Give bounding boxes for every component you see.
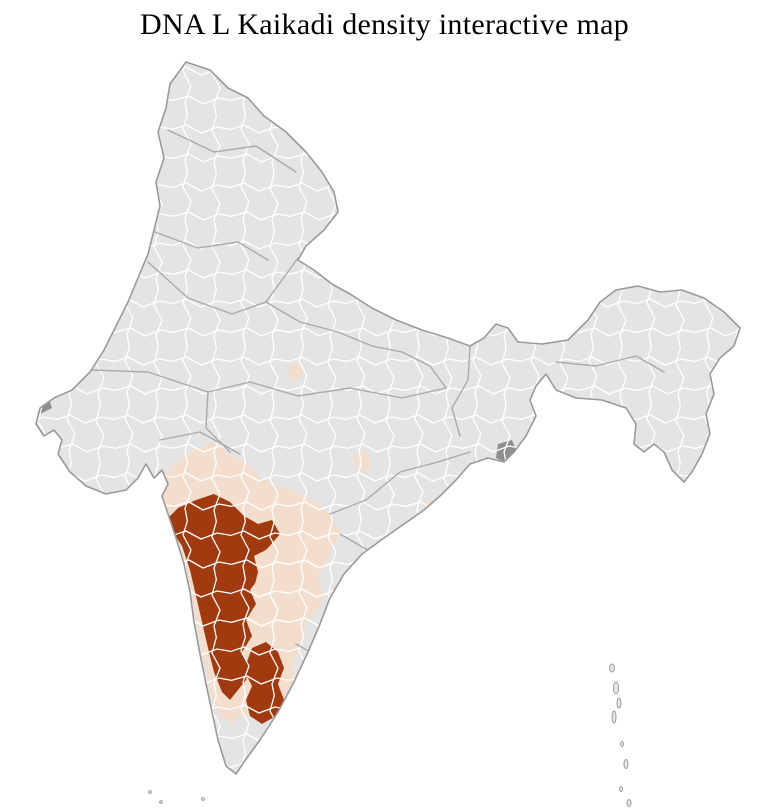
- india-outline: [35, 61, 741, 775]
- state-boundary-line: [147, 257, 299, 315]
- state-boundary-line: [555, 355, 665, 373]
- state-boundary-line: [329, 451, 471, 515]
- state-boundary-line: [154, 231, 269, 261]
- andaman-nicobar-islands[interactable]: [609, 663, 632, 807]
- state-boundary-line: [249, 381, 447, 399]
- state-boundary-line: [159, 431, 241, 455]
- page-title: DNA L Kaikadi density interactive map: [139, 8, 630, 41]
- state-boundary-line: [265, 301, 447, 389]
- lakshadweep-islands[interactable]: [148, 790, 205, 804]
- state-boundary-line: [167, 129, 297, 173]
- state-boundary-line: [451, 345, 471, 437]
- state-boundary-line: [91, 369, 251, 393]
- state-boundaries: [91, 129, 665, 717]
